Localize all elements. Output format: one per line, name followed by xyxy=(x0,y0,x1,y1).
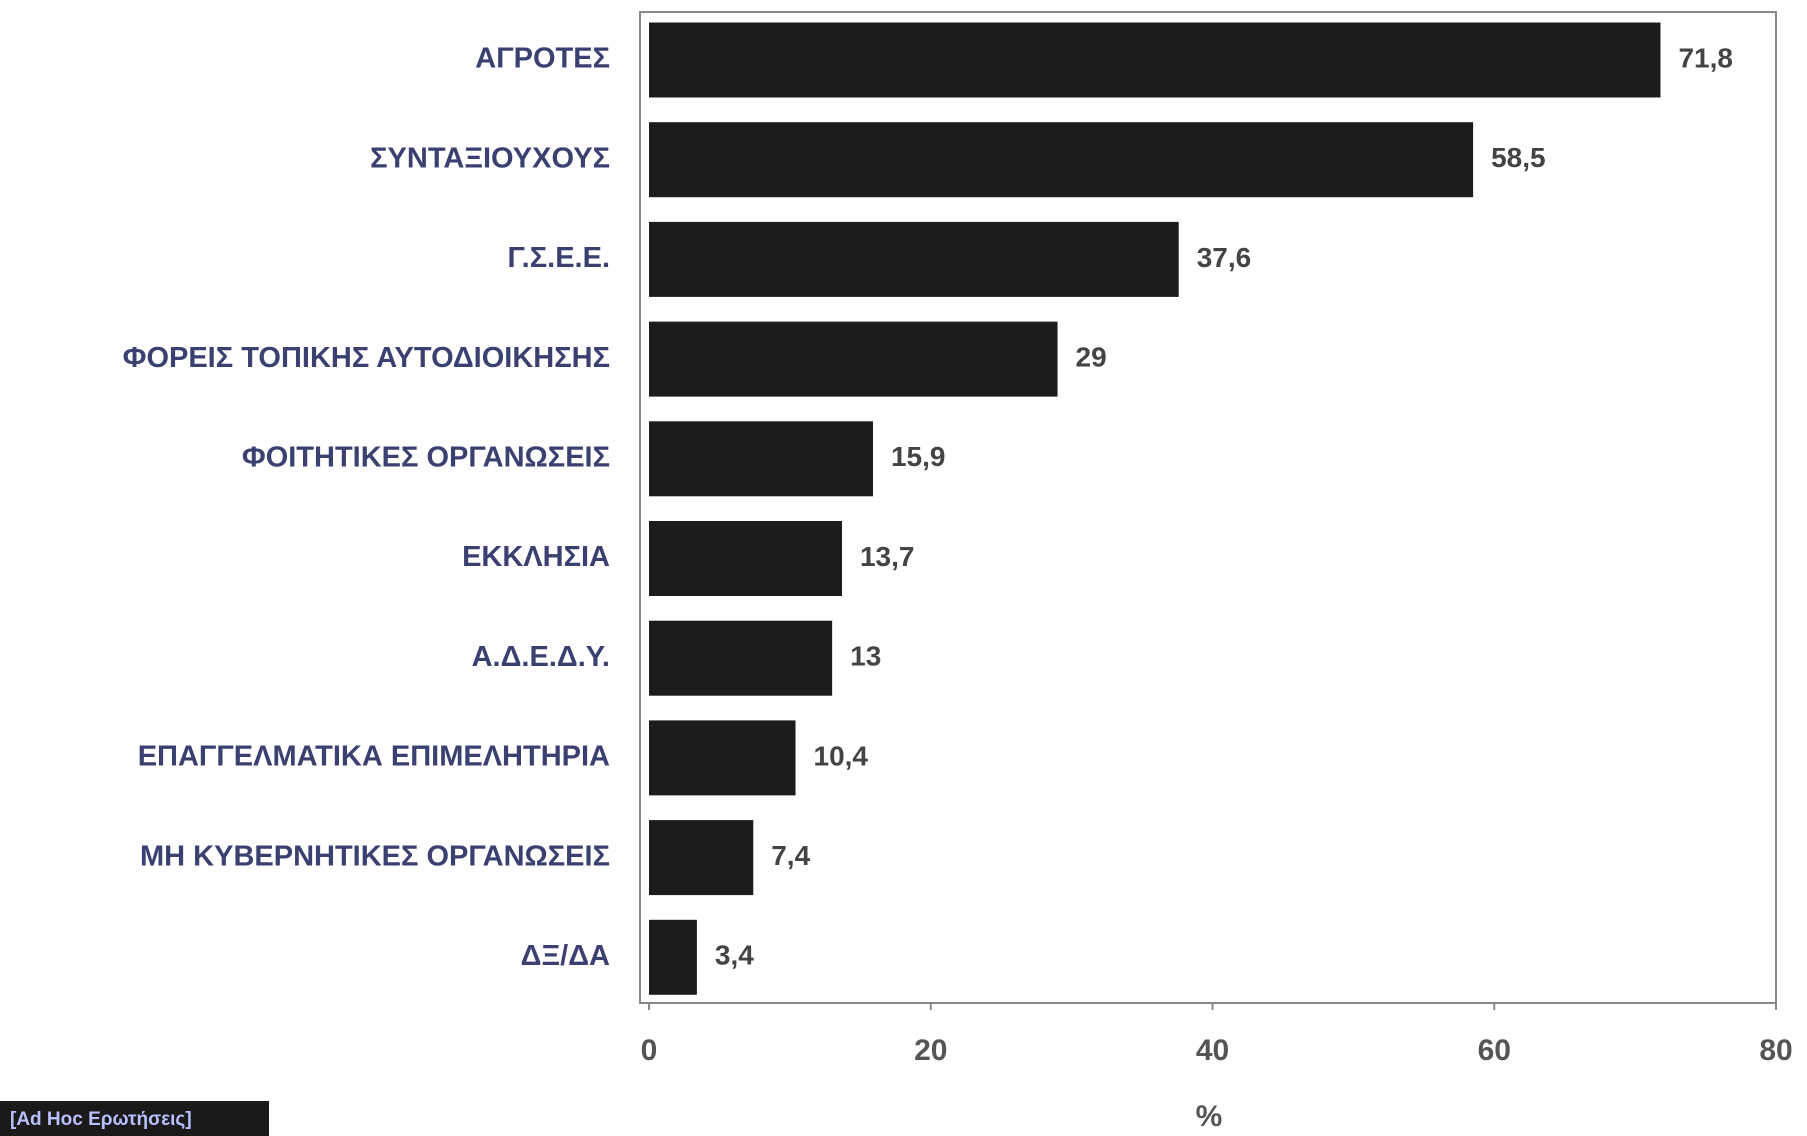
x-tick-label: 40 xyxy=(1196,1034,1229,1067)
bar xyxy=(649,122,1474,198)
value-label: 13 xyxy=(850,641,881,672)
bar xyxy=(649,620,833,696)
value-label: 29 xyxy=(1076,341,1107,372)
bar xyxy=(649,321,1058,397)
value-label: 58,5 xyxy=(1491,142,1546,173)
value-label: 15,9 xyxy=(891,441,946,472)
value-label: 71,8 xyxy=(1678,42,1733,73)
bar xyxy=(649,221,1179,297)
y-tick-label: ΣΥΝΤΑΞΙΟΥΧΟΥΣ xyxy=(370,142,610,174)
bar xyxy=(649,22,1661,98)
bar xyxy=(649,919,697,995)
bar xyxy=(649,421,873,497)
x-tick-label: 0 xyxy=(641,1034,658,1067)
value-label: 7,4 xyxy=(771,840,810,871)
bar xyxy=(649,720,796,796)
y-tick-label: ΕΚΚΛΗΣΙΑ xyxy=(462,541,610,573)
x-tick-label: 20 xyxy=(914,1034,947,1067)
value-label: 37,6 xyxy=(1197,242,1252,273)
y-tick-label: ΦΟΙΤΗΤΙΚΕΣ ΟΡΓΑΝΩΣΕΙΣ xyxy=(242,441,610,473)
y-tick-label: ΦΟΡΕΙΣ ΤΟΠΙΚΗΣ ΑΥΤΟΔΙΟΙΚΗΣΗΣ xyxy=(123,342,610,374)
bar xyxy=(649,820,754,896)
value-label: 13,7 xyxy=(860,541,915,572)
value-label: 10,4 xyxy=(814,740,869,771)
y-tick-label: Γ.Σ.Ε.Ε. xyxy=(507,242,610,274)
bar xyxy=(649,521,842,596)
y-tick-label: ΜΗ ΚΥΒΕΡΝΗΤΙΚΕΣ ΟΡΓΑΝΩΣΕΙΣ xyxy=(140,840,610,872)
y-tick-label: ΔΞ/ΔΑ xyxy=(521,940,610,972)
y-tick-label: ΑΓΡΟΤΕΣ xyxy=(475,43,610,75)
badge-bg xyxy=(0,1101,269,1136)
badge: [Ad Hoc Ερωτήσεις] xyxy=(10,1109,192,1130)
y-tick-label: ΕΠΑΓΓΕΛΜΑΤΙΚΑ ΕΠΙΜΕΛΗΤΗΡΙΑ xyxy=(138,741,610,773)
x-axis-label: % xyxy=(1196,1100,1223,1133)
value-label: 3,4 xyxy=(715,940,754,971)
plot-frame xyxy=(639,11,1777,1004)
y-tick-label: Α.Δ.Ε.Δ.Υ. xyxy=(472,641,610,673)
x-tick-label: 60 xyxy=(1478,1034,1511,1067)
x-tick-label: 80 xyxy=(1759,1034,1792,1067)
